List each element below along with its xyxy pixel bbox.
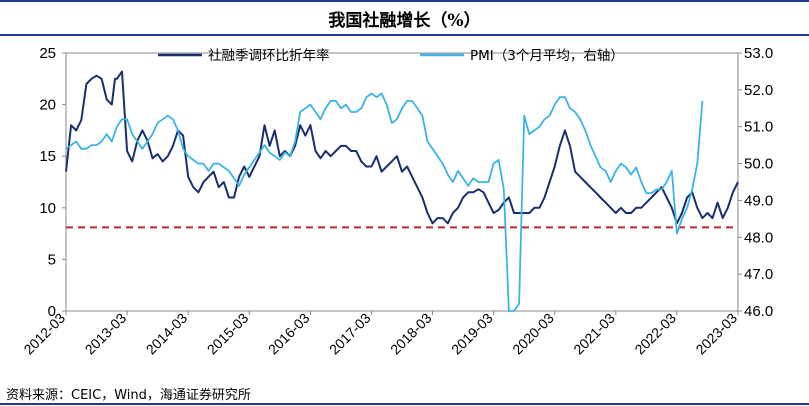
left-y-tick-label: 25 bbox=[39, 45, 56, 62]
chart-title-bar: 我国社融增长（%） bbox=[0, 0, 809, 36]
right-y-tick-label: 51.0 bbox=[744, 119, 773, 136]
bottom-divider bbox=[0, 403, 809, 405]
chart-title: 我国社融增长（%） bbox=[328, 10, 481, 31]
chart-area: 0 5 10 15 20 25 46.0 47.0 48.0 49.0 50.0 51.0 52.0 53… bbox=[20, 45, 773, 358]
right-y-tick-label: 53.0 bbox=[744, 45, 773, 62]
left-y-tick-label: 20 bbox=[39, 97, 56, 114]
right-y-tick-label: 47.0 bbox=[744, 266, 773, 283]
series-line-social-financing bbox=[65, 70, 739, 225]
right-y-tick-label: 46.0 bbox=[744, 303, 773, 320]
x-tick-label: 2020-03 bbox=[509, 310, 557, 358]
x-tick-label: 2014-03 bbox=[143, 310, 191, 358]
x-tick-label: 2018-03 bbox=[387, 310, 435, 358]
x-tick-label: 2022-03 bbox=[631, 310, 679, 358]
right-y-tick-label: 52.0 bbox=[744, 82, 773, 99]
legend-item-social-financing-label: 社融季调环比折年率 bbox=[208, 47, 330, 64]
left-y-tick-label: 5 bbox=[48, 251, 56, 268]
right-y-tick-label: 49.0 bbox=[744, 192, 773, 209]
x-tick-label: 2021-03 bbox=[570, 310, 618, 358]
left-y-tick-label: 10 bbox=[39, 200, 56, 217]
x-tick-label: 2019-03 bbox=[448, 310, 496, 358]
x-tick-label: 2012-03 bbox=[20, 310, 68, 358]
right-y-tick-label: 50.0 bbox=[744, 156, 773, 173]
x-tick-label: 2017-03 bbox=[326, 310, 374, 358]
series-line-pmi bbox=[65, 92, 704, 312]
source-note: 资料来源：CEIC，Wind，海通证券研究所 bbox=[6, 388, 251, 403]
left-y-tick-label: 0 bbox=[48, 303, 56, 320]
plot-frame bbox=[65, 52, 739, 312]
left-y-tick-label: 15 bbox=[39, 148, 56, 165]
x-tick-label: 2015-03 bbox=[204, 310, 252, 358]
right-y-tick-label: 48.0 bbox=[744, 229, 773, 246]
x-tick-label: 2023-03 bbox=[692, 310, 740, 358]
x-tick-label: 2013-03 bbox=[82, 310, 130, 358]
legend-item-pmi-label: PMI（3个月平均，右轴） bbox=[470, 48, 624, 64]
x-tick-label: 2016-03 bbox=[265, 310, 313, 358]
